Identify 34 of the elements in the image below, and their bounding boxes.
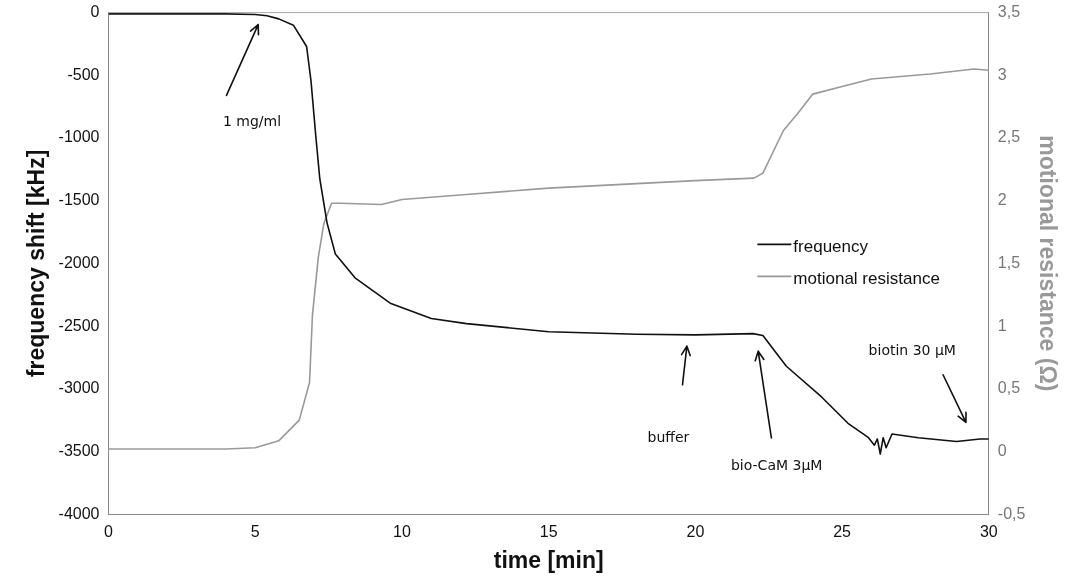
- y-tick-label: -2000: [58, 253, 100, 271]
- annotation: biotin 30 µM: [868, 341, 956, 358]
- y-tick-label: -3500: [58, 441, 100, 459]
- y2-tick-label: 0: [997, 441, 1007, 459]
- x-tick-label: 25: [833, 523, 852, 541]
- legend-label: motional resistance: [793, 269, 940, 289]
- x-tick-label: 0: [104, 523, 114, 541]
- annotation: buffer: [647, 428, 690, 445]
- y-axis-title: frequency shift [kHz]: [23, 149, 50, 378]
- annotation: bio-CaM 3µM: [730, 456, 823, 473]
- y-tick-label: -2500: [58, 316, 100, 334]
- y-tick-label: -1500: [58, 191, 100, 209]
- y2-tick-label: 1: [997, 316, 1007, 334]
- annotation: 1 mg/ml: [222, 112, 282, 129]
- x-tick-label: 10: [393, 523, 411, 541]
- y-tick-label: -4000: [58, 504, 100, 522]
- y2-tick-label: 1,5: [997, 253, 1021, 271]
- legend-label: frequency: [793, 237, 869, 257]
- y2-tick-label: -0,5: [997, 504, 1026, 522]
- y-tick-label: -500: [67, 65, 100, 83]
- y-tick-label: -3000: [58, 379, 100, 397]
- x-tick-label: 20: [686, 523, 705, 541]
- y2-tick-label: 3,5: [997, 3, 1021, 21]
- y-tick-label: -1000: [58, 128, 100, 146]
- y-tick-label: 0: [90, 3, 100, 21]
- y2-tick-label: 3: [997, 65, 1007, 83]
- x-tick-label: 5: [250, 523, 260, 541]
- y2-tick-label: 2: [997, 191, 1007, 209]
- y2-tick-label: 0,5: [997, 379, 1021, 397]
- y2-tick-label: 2,5: [997, 128, 1021, 146]
- x-axis-title: time [min]: [493, 546, 604, 573]
- x-tick-label: 15: [539, 523, 558, 541]
- x-tick-label: 30: [979, 523, 998, 541]
- y2-axis-title: motional resistance (Ω): [1034, 135, 1061, 392]
